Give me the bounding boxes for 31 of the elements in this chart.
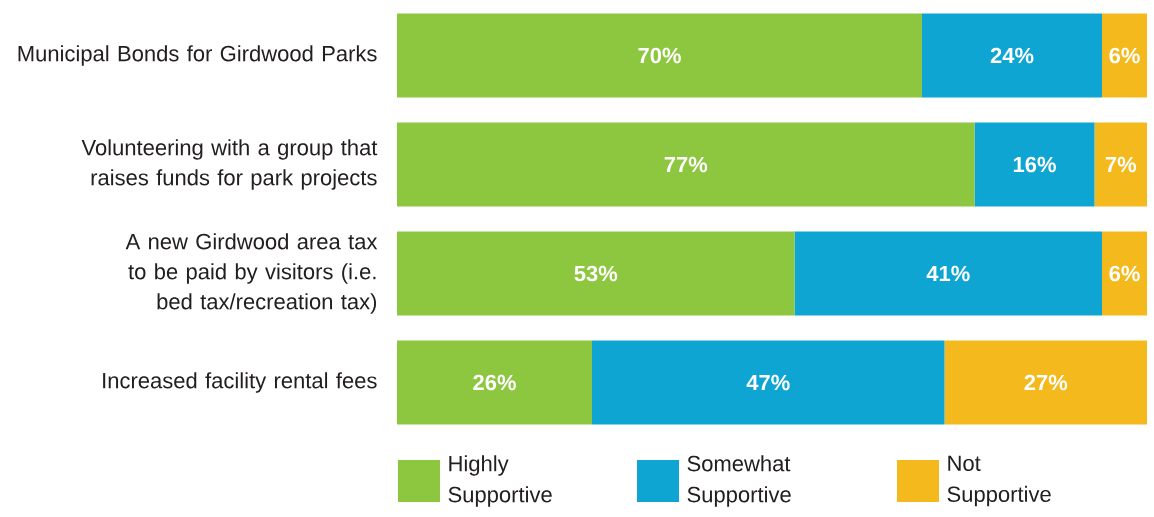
- y-tick-label: Volunteering with a group that raises funds for park projects: [81, 139, 378, 190]
- data-label: 77%: [664, 156, 708, 173]
- bar: [397, 340, 593, 425]
- data-label: 27%: [1024, 374, 1068, 391]
- data-label: 16%: [1013, 156, 1056, 173]
- legend-label: Highly Supportive: [448, 455, 552, 507]
- data-label: 41%: [926, 265, 970, 282]
- data-label: 53%: [574, 265, 618, 282]
- legend-label: Somewhat Supportive: [687, 455, 791, 507]
- bar: [974, 122, 1095, 207]
- bar: [944, 340, 1148, 425]
- bar: [397, 122, 975, 207]
- bar: [1102, 13, 1148, 98]
- data-label: 6%: [1109, 265, 1140, 282]
- data-label: 7%: [1105, 156, 1137, 173]
- bar: [922, 13, 1103, 98]
- data-label: 47%: [746, 374, 790, 391]
- bar: [397, 13, 923, 98]
- bar: [1094, 122, 1148, 207]
- bar: [794, 231, 1103, 316]
- data-label: 6%: [1109, 47, 1140, 64]
- bar: [397, 231, 795, 316]
- bar: [1102, 231, 1148, 316]
- y-tick-label: Municipal Bonds for Girdwood Parks: [18, 45, 377, 66]
- y-tick-label: Increased facility rental fees: [103, 372, 377, 393]
- bar: [592, 340, 945, 425]
- data-label: 70%: [638, 47, 681, 64]
- data-label: 24%: [990, 47, 1034, 64]
- y-tick-label: A new Girdwood area tax to be paid by visitors (i.e. bed tax/recreation tax): [125, 233, 378, 314]
- legend-label: Not Supportive: [947, 455, 1051, 507]
- data-label: 26%: [473, 374, 516, 391]
